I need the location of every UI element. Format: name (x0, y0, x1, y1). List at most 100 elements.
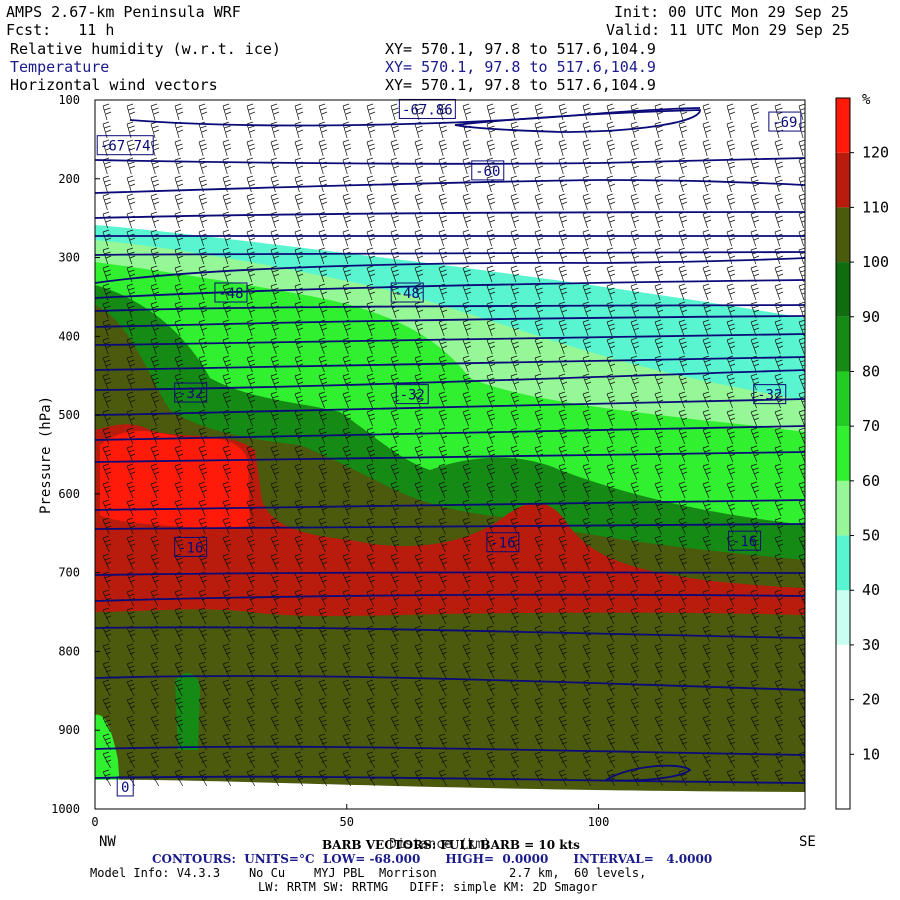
isotherm-line (454, 109, 701, 133)
isotherm-label: 0 (116, 776, 134, 797)
isotherm-lines-layer (95, 107, 805, 784)
field-rh-xy: XY= 570.1, 97.8 to 517.6,104.9 (385, 40, 656, 58)
isotherm-label: -32 (753, 384, 787, 405)
colorbar-label: 60 (862, 472, 880, 490)
isotherm-label-text: -48 (218, 286, 243, 302)
colorbar-segment (836, 371, 850, 427)
nw-label: NW (99, 834, 116, 850)
plot-frame (94, 99, 806, 810)
colorbar-label: 90 (862, 308, 880, 326)
isotherm-label: -32 (395, 384, 429, 405)
forecast-hour: Fcst: 11 h (6, 21, 115, 39)
isotherm-label-text: -16 (490, 536, 515, 552)
isotherm-line (95, 179, 805, 194)
model-title: AMPS 2.67-km Peninsula WRF (6, 3, 241, 21)
colorbar-segment (836, 152, 850, 208)
isotherm-label: -16 (486, 532, 520, 553)
isotherm-label: -16 (174, 536, 208, 557)
isotherm-label-text: -16 (178, 540, 203, 556)
colorbar-segment (836, 316, 850, 372)
isotherm-label-text: -69 (772, 115, 797, 131)
colorbar-segment (836, 426, 850, 481)
colorbar-label: 110 (862, 198, 889, 216)
rh-region-gt120 (100, 430, 250, 529)
se-label: SE (799, 834, 816, 850)
y-tick-label: 900 (58, 723, 80, 737)
colorbar-segment (836, 207, 850, 263)
isotherm-label-text: -67.86 (402, 102, 453, 118)
x-tick-label: 50 (340, 815, 354, 829)
barb-note: BARB VECTORS: FULL BARB = 10 kts (322, 838, 580, 852)
isotherm-line (95, 523, 805, 530)
y-axis: 100 200 300 400 500 600 700 800 900 1000 (51, 93, 100, 816)
colorbar-segment (836, 754, 850, 809)
isotherm-line (95, 315, 805, 328)
y-tick-label: 1000 (51, 802, 80, 816)
x-tick-label: 100 (588, 815, 610, 829)
isotherm-line (95, 675, 805, 691)
valid-time: Valid: 11 UTC Mon 29 Sep 25 (606, 21, 850, 39)
isotherm-line (95, 333, 805, 346)
isotherm-line (95, 211, 805, 219)
colorbar: 10 20 30 40 50 60 70 80 90 100 110 120 (835, 97, 889, 810)
model-info-line1: Model Info: V4.3.3 No Cu MYJ PBL Morriso… (90, 866, 647, 880)
isotherm-line (95, 593, 805, 602)
colorbar-label: 120 (862, 144, 889, 162)
colorbar-label: 20 (862, 691, 880, 709)
isotherm-line (95, 257, 805, 284)
colorbar-label: 30 (862, 636, 880, 654)
isotherm-labels-layer: -67.86 -67.74 -69 -60 -48 -48 -32 -32 -32 -16 -16 -… (96, 98, 802, 797)
colorbar-segment (836, 535, 850, 591)
terrain-mask (95, 779, 805, 809)
colorbar-segment (836, 590, 850, 645)
isotherm-line (95, 356, 805, 371)
colorbar-frame (835, 97, 851, 810)
isotherm-line (95, 451, 805, 463)
isotherm-label-text: -32 (178, 386, 203, 402)
y-axis-label: Pressure (hPa) (38, 396, 54, 514)
colorbar-segment (836, 98, 850, 153)
x-tick-label: 0 (91, 815, 98, 829)
isotherm-label-text: -67.74 (100, 139, 151, 155)
isotherm-line (95, 626, 805, 639)
y-tick-label: 800 (58, 644, 80, 658)
colorbar-segment (836, 480, 850, 536)
isotherm-label: -67.86 (398, 98, 456, 119)
isotherm-line (95, 279, 805, 299)
isotherm-label: -48 (214, 282, 248, 303)
isotherm-line (95, 304, 805, 312)
field-rh-name: Relative humidity (w.r.t. ice) (10, 40, 281, 58)
colorbar-segment (836, 262, 850, 317)
colorbar-label: 40 (862, 581, 880, 599)
y-tick-label: 100 (58, 93, 80, 107)
colorbar-label: 80 (862, 362, 880, 380)
field-wind-name: Horizontal wind vectors (10, 76, 218, 94)
isotherm-label-text: -32 (757, 388, 782, 404)
isotherm-label: -69 (768, 111, 802, 132)
isotherm-label-text: -16 (732, 534, 757, 550)
rh-region-110-120 (95, 424, 805, 616)
colorbar-label: 70 (862, 417, 880, 435)
isotherm-label: -32 (174, 382, 208, 403)
isotherm-label: -48 (390, 282, 424, 303)
isotherm-line (603, 764, 692, 782)
y-tick-label: 700 (58, 566, 80, 580)
isotherm-line (95, 157, 805, 165)
isotherm-line (95, 775, 805, 784)
y-tick-label: 400 (58, 329, 80, 343)
isotherm-line (95, 499, 805, 511)
contour-note: CONTOURS: UNITS=°C LOW= -68.000 HIGH= 0.… (152, 852, 713, 866)
colorbar-segment (836, 644, 850, 700)
colorbar-label: 10 (862, 745, 880, 763)
isotherm-line (95, 369, 805, 391)
isotherm-label: -16 (728, 530, 762, 551)
x-axis: 0 50 100 (91, 804, 609, 829)
y-tick-label: 200 (58, 172, 80, 186)
isotherm-label-text: -60 (475, 164, 500, 180)
colorbar-segment (836, 699, 850, 755)
colorbar-label: 50 (862, 527, 880, 545)
colorbar-label: 100 (862, 253, 889, 271)
isotherm-label: -67.74 (96, 135, 154, 156)
colorbar-unit: % (862, 92, 871, 108)
